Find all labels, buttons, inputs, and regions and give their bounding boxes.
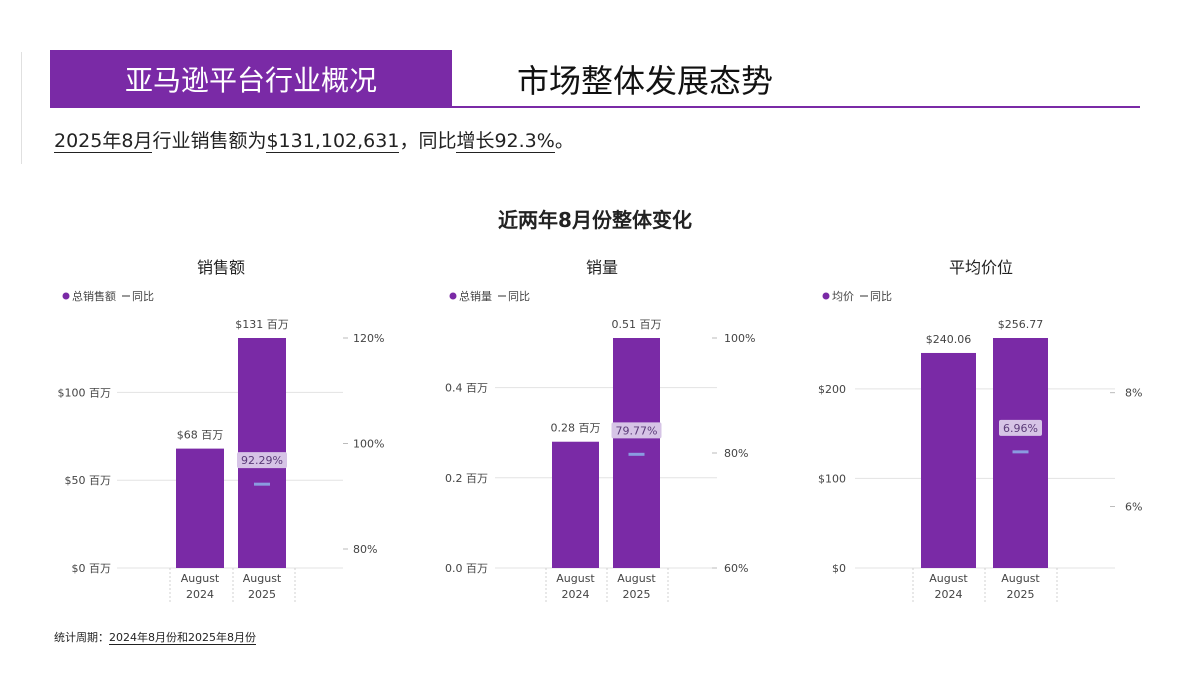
- legend-bar-label: 均价: [832, 290, 854, 303]
- y-left-tick-label: 0.0 百万: [445, 562, 488, 575]
- footnote-period: 2024年8月份和2025年8月份: [109, 631, 256, 645]
- yoy-data-label: 92.29%: [241, 454, 283, 467]
- y-right-tick-label: 80%: [353, 543, 377, 556]
- y-left-tick-label: 0.2 百万: [445, 472, 488, 485]
- headline-suffix: 。: [554, 130, 574, 152]
- x-tick-label-year: 2025: [248, 588, 276, 601]
- x-tick-label-year: 2024: [186, 588, 214, 601]
- y-right-tick-label: 100%: [724, 332, 755, 345]
- bar-data-label: 0.28 百万: [551, 422, 601, 435]
- headline-text-1: 行业销售额为: [152, 130, 267, 152]
- y-left-tick-label: $200: [818, 383, 846, 396]
- y-left-tick-label: $0 百万: [72, 562, 112, 575]
- yoy-label-bg: [237, 452, 287, 469]
- y-right-tick-label: 60%: [724, 562, 748, 575]
- y-left-tick-label: $100: [818, 472, 846, 485]
- headline-growth: 增长92.3%: [456, 130, 555, 153]
- x-tick-label: August: [181, 572, 220, 585]
- bar: [552, 441, 599, 568]
- x-tick-label: August: [929, 572, 968, 585]
- y-left-tick-label: $0: [832, 562, 846, 575]
- y-right-tick-label: 6%: [1125, 501, 1142, 514]
- y-left-tick-label: $100 百万: [58, 386, 112, 399]
- bar: [176, 448, 224, 568]
- headline-amount: $131,102,631: [266, 130, 400, 153]
- legend-bar-label: 总销量: [459, 289, 492, 303]
- footnote: 统计周期：2024年8月份和2025年8月份: [54, 629, 256, 645]
- main-chart-title: 近两年8月份整体变化: [498, 208, 692, 232]
- x-tick-label-year: 2025: [623, 588, 651, 601]
- y-left-tick-label: $50 百万: [65, 474, 112, 487]
- bar-data-label: $240.06: [926, 333, 972, 346]
- x-tick-label-year: 2024: [935, 588, 963, 601]
- legend-bar-marker: [449, 292, 457, 300]
- y-right-tick-label: 100%: [353, 438, 384, 451]
- x-tick-label-year: 2025: [1007, 588, 1035, 601]
- section-title: 市场整体发展态势: [517, 62, 774, 100]
- headline: 2025年8月行业销售额为$131,102,631，同比增长92.3%。: [54, 126, 574, 153]
- y-right-tick-label: 8%: [1125, 387, 1142, 400]
- banner-title: 亚马逊平台行业概况: [50, 50, 452, 107]
- banner-title-text: 亚马逊平台行业概况: [124, 63, 377, 97]
- legend-yoy-label: 同比: [132, 290, 154, 303]
- chart-title: 销售额: [197, 258, 245, 277]
- left-margin-rule: [21, 52, 22, 164]
- bar-data-label: 0.51 百万: [612, 318, 662, 331]
- legend-yoy-label: 同比: [508, 290, 530, 303]
- x-tick-label: August: [556, 572, 595, 585]
- y-right-tick-label: 120%: [353, 332, 384, 345]
- headline-month: 2025年8月: [54, 130, 153, 153]
- legend-bar-marker: [822, 292, 830, 300]
- bar-data-label: $131 百万: [235, 318, 289, 331]
- legend-yoy-label: 同比: [870, 290, 892, 303]
- y-left-tick-label: 0.4 百万: [445, 382, 488, 395]
- legend-bar-label: 总销售额: [72, 289, 116, 303]
- yoy-label-bg: [611, 422, 662, 439]
- headline-text-2: ，同比: [399, 130, 457, 152]
- yoy-data-label: 79.77%: [616, 424, 658, 437]
- yoy-label-bg: [999, 419, 1042, 436]
- x-tick-label: August: [243, 572, 282, 585]
- x-tick-label: August: [1001, 572, 1040, 585]
- bar: [921, 352, 976, 568]
- x-tick-label-year: 2024: [562, 588, 590, 601]
- x-tick-label: August: [617, 572, 656, 585]
- chart-title: 平均价位: [949, 258, 1013, 277]
- header-divider: [50, 106, 1140, 108]
- bar-data-label: $256.77: [998, 318, 1044, 331]
- bar-data-label: $68 百万: [177, 429, 224, 442]
- chart-title: 销量: [586, 258, 618, 277]
- y-right-tick-label: 80%: [724, 447, 748, 460]
- yoy-data-label: 6.96%: [1003, 422, 1038, 435]
- footnote-label: 统计周期：: [54, 631, 109, 644]
- legend-bar-marker: [62, 292, 70, 300]
